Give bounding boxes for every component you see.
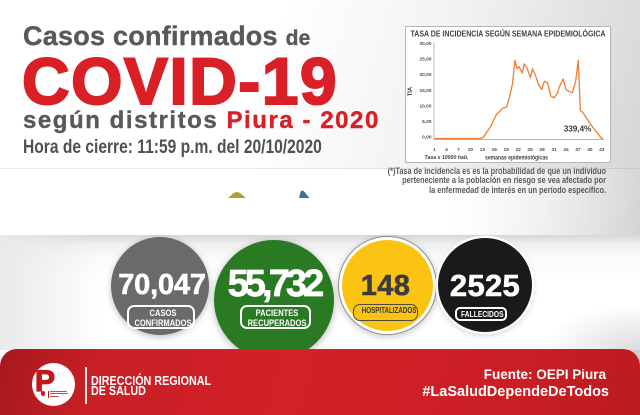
svg-text:0,00: 0,00 bbox=[422, 135, 432, 141]
svg-text:34: 34 bbox=[563, 147, 569, 153]
svg-text:13: 13 bbox=[480, 147, 486, 153]
svg-text:4: 4 bbox=[445, 147, 448, 153]
svg-text:TIA: TIA bbox=[408, 86, 414, 96]
svg-text:37: 37 bbox=[575, 147, 581, 153]
svg-text:25,00: 25,00 bbox=[419, 57, 431, 63]
svg-text:43: 43 bbox=[599, 147, 605, 153]
svg-text:7: 7 bbox=[457, 147, 460, 153]
svg-text:20,00: 20,00 bbox=[419, 72, 431, 78]
svg-text:15,00: 15,00 bbox=[419, 88, 431, 94]
svg-text:10: 10 bbox=[468, 147, 474, 153]
svg-text:semanas epidemiológicas: semanas epidemiológicas bbox=[485, 155, 548, 162]
svg-text:25: 25 bbox=[527, 147, 533, 153]
svg-text:28: 28 bbox=[539, 147, 545, 153]
svg-text:16: 16 bbox=[492, 147, 498, 153]
svg-text:19: 19 bbox=[504, 147, 510, 153]
svg-text:30,00: 30,00 bbox=[419, 41, 431, 47]
svg-text:40: 40 bbox=[587, 147, 593, 153]
svg-text:10,00: 10,00 bbox=[419, 103, 431, 109]
svg-text:339,4%: 339,4% bbox=[564, 124, 592, 134]
svg-text:5,00: 5,00 bbox=[422, 119, 432, 125]
svg-text:31: 31 bbox=[551, 147, 557, 153]
svg-text:1: 1 bbox=[433, 147, 436, 153]
svg-text:Tasa x 10000 hab.: Tasa x 10000 hab. bbox=[425, 155, 469, 161]
svg-text:22: 22 bbox=[516, 147, 522, 153]
svg-text:TASA DE INCIDENCIA SEGÚN SEMAN: TASA DE INCIDENCIA SEGÚN SEMANA EPIDEMIO… bbox=[411, 30, 606, 39]
